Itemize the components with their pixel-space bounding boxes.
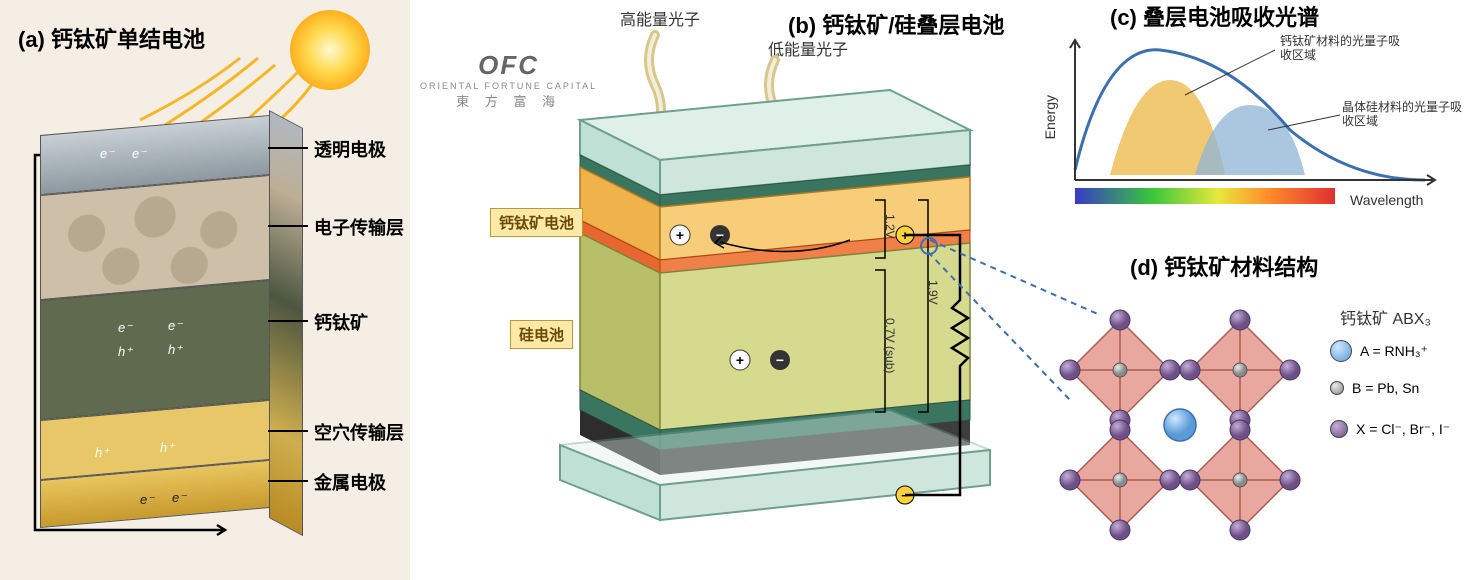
dot-X: [1330, 420, 1348, 438]
formula: 钙钛矿 ABX₃: [1340, 305, 1431, 329]
panel-d-title: (d) 钙钛矿材料结构: [1130, 250, 1318, 282]
tab-silicon: 硅电池: [510, 320, 573, 349]
label-perovskite: 钙钛矿: [314, 309, 368, 335]
svg-text:+: +: [676, 227, 684, 243]
line-2: [268, 225, 308, 227]
cell-a-stack: e⁻ e⁻ e⁻ e⁻ h⁺ h⁺ h⁺ h⁺ e⁻ e⁻: [40, 100, 280, 530]
layer-etl: [40, 175, 270, 300]
h-plus-2: h⁺: [168, 342, 182, 358]
perovskite-structure: [1040, 280, 1340, 570]
tab-perovskite: 钙钛矿电池: [490, 208, 583, 237]
dot-A: [1330, 340, 1352, 362]
legend-si: 晶体硅材料的光量子吸收区域: [1342, 100, 1472, 129]
label-transparent-electrode: 透明电极: [314, 136, 386, 162]
svg-text:−: −: [776, 352, 784, 368]
e-minus-bot-2: e⁻: [172, 490, 186, 506]
legend-A: A = RNH₃⁺: [1330, 340, 1428, 362]
legend-A-text: A = RNH₃⁺: [1360, 343, 1428, 360]
axis-y: Energy: [1042, 95, 1058, 139]
cell-a-side: [269, 110, 303, 536]
h-plus-1: h⁺: [118, 344, 132, 360]
label-metal-electrode: 金属电极: [314, 469, 386, 495]
panel-c-spectrum: (c) 叠层电池吸收光谱 Energy Wavel: [1030, 0, 1470, 230]
line-5: [268, 480, 308, 482]
e-minus-4: e⁻: [168, 318, 182, 334]
svg-text:+: +: [736, 352, 744, 368]
e-minus-1: e⁻: [100, 146, 114, 162]
e-minus-bot-1: e⁻: [140, 492, 154, 508]
h-plus-4: h⁺: [160, 440, 174, 456]
e-minus-2: e⁻: [132, 146, 146, 162]
v-top: 1.2V: [883, 214, 897, 239]
panel-a-single-junction: (a) 钙钛矿单结电池: [0, 0, 410, 580]
legend-perov: 钙钛矿材料的光量子吸收区域: [1280, 34, 1410, 63]
dot-B: [1330, 381, 1344, 395]
line-1: [268, 147, 308, 149]
axis-x: Wavelength: [1350, 192, 1423, 208]
legend-X-text: X = Cl⁻, Br⁻, I⁻: [1356, 421, 1450, 438]
legend-B-text: B = Pb, Sn: [1352, 380, 1419, 396]
h-plus-3: h⁺: [95, 445, 109, 461]
line-3: [268, 320, 308, 322]
label-htl: 空穴传输层: [314, 419, 404, 445]
panel-d-structure: (d) 钙钛矿材料结构: [1030, 250, 1470, 580]
v-bottom: 0.7V (sub): [883, 318, 897, 373]
layer-perovskite: [40, 280, 270, 420]
legend-X: X = Cl⁻, Br⁻, I⁻: [1330, 420, 1450, 438]
line-4: [268, 430, 308, 432]
legend-B: B = Pb, Sn: [1330, 380, 1419, 396]
e-minus-3: e⁻: [118, 320, 132, 336]
label-etl: 电子传输层: [314, 214, 404, 240]
